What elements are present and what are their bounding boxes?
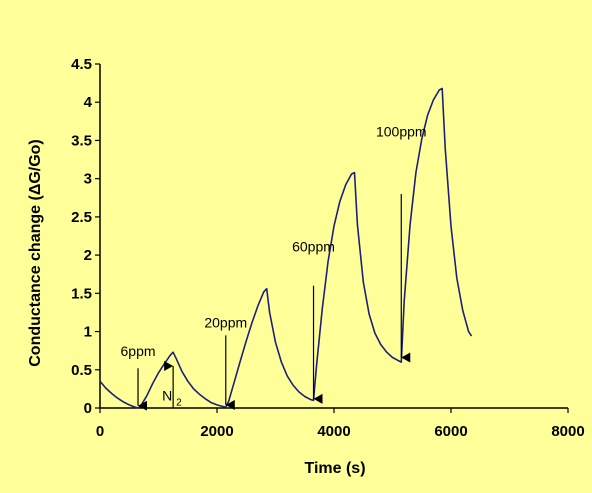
annotation: 6ppm <box>121 343 156 411</box>
x-tick-label: 6000 <box>434 423 467 440</box>
y-tick-label: 1.5 <box>71 285 92 302</box>
annotation: 100ppm <box>376 124 427 363</box>
annotation: 20ppm <box>204 315 247 410</box>
y-axis-ticks: 0 0.5 1 1.5 2 2.5 3 3.5 4 4.5 <box>71 56 100 417</box>
y-tick-label: 3 <box>84 171 92 188</box>
annotation-label: 20ppm <box>204 315 247 331</box>
x-axis-ticks: 0 2000 4000 6000 8000 <box>96 408 585 440</box>
annotation-label: N <box>162 387 172 403</box>
annotation: 60ppm <box>292 238 335 404</box>
x-tick-label: 2000 <box>200 423 233 440</box>
y-tick-label: 3.5 <box>71 132 92 149</box>
x-axis-label: Time (s) <box>304 460 365 477</box>
y-tick-label: 2 <box>84 247 92 264</box>
y-tick-label: 2.5 <box>71 209 92 226</box>
annotation-layer: 6ppm N 2 20ppm 60ppm 100ppm <box>121 124 427 411</box>
annotation-label-subscript: 2 <box>176 397 182 408</box>
y-tick-label: 4 <box>84 94 93 111</box>
y-axis-label: Conductance change (ΔG/Go) <box>27 139 44 367</box>
y-tick-label: 4.5 <box>71 56 92 73</box>
annotation-label: 6ppm <box>121 343 156 359</box>
y-tick-label: 0.5 <box>71 362 92 379</box>
x-tick-label: 4000 <box>317 423 350 440</box>
annotation-label: 100ppm <box>376 124 427 140</box>
y-tick-label: 0 <box>84 400 92 417</box>
y-tick-label: 1 <box>84 324 92 341</box>
x-tick-label: 0 <box>96 423 104 440</box>
x-tick-label: 8000 <box>551 423 584 440</box>
annotation-label: 60ppm <box>292 238 335 254</box>
